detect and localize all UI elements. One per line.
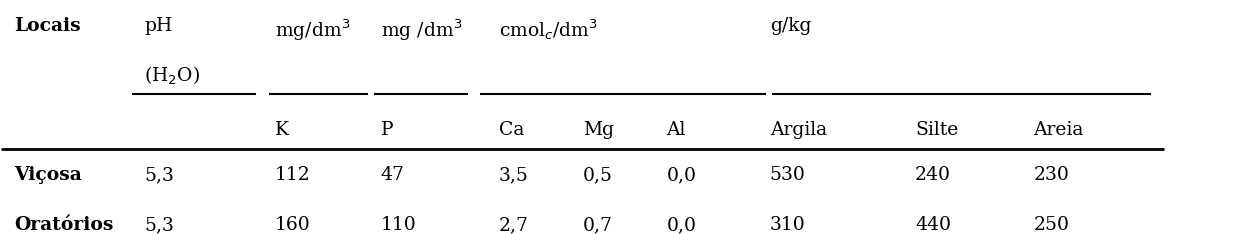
Text: 0,0: 0,0 [667, 216, 697, 234]
Text: 0,5: 0,5 [583, 166, 613, 184]
Text: mg/dm$^3$: mg/dm$^3$ [275, 17, 350, 43]
Text: 250: 250 [1033, 216, 1069, 234]
Text: Oratórios: Oratórios [14, 216, 113, 234]
Text: K: K [275, 121, 289, 139]
Text: 2,7: 2,7 [498, 216, 528, 234]
Text: Mg: Mg [583, 121, 614, 139]
Text: mg /dm$^3$: mg /dm$^3$ [380, 17, 462, 43]
Text: 440: 440 [915, 216, 951, 234]
Text: Areia: Areia [1033, 121, 1084, 139]
Text: 5,3: 5,3 [145, 216, 174, 234]
Text: 47: 47 [380, 166, 405, 184]
Text: Silte: Silte [915, 121, 958, 139]
Text: 110: 110 [380, 216, 416, 234]
Text: cmol$_c$/dm$^3$: cmol$_c$/dm$^3$ [498, 17, 598, 42]
Text: 0,7: 0,7 [583, 216, 613, 234]
Text: 530: 530 [770, 166, 806, 184]
Text: Viçosa: Viçosa [14, 166, 81, 184]
Text: P: P [380, 121, 392, 139]
Text: 240: 240 [915, 166, 951, 184]
Text: 112: 112 [275, 166, 310, 184]
Text: 310: 310 [770, 216, 805, 234]
Text: 0,0: 0,0 [667, 166, 697, 184]
Text: 160: 160 [275, 216, 310, 234]
Text: Al: Al [667, 121, 685, 139]
Text: 3,5: 3,5 [498, 166, 528, 184]
Text: pH: pH [145, 17, 173, 35]
Text: 230: 230 [1033, 166, 1069, 184]
Text: g/kg: g/kg [770, 17, 811, 35]
Text: 5,3: 5,3 [145, 166, 174, 184]
Text: (H$_2$O): (H$_2$O) [145, 65, 201, 87]
Text: Locais: Locais [14, 17, 81, 35]
Text: Ca: Ca [498, 121, 525, 139]
Text: Argila: Argila [770, 121, 827, 139]
